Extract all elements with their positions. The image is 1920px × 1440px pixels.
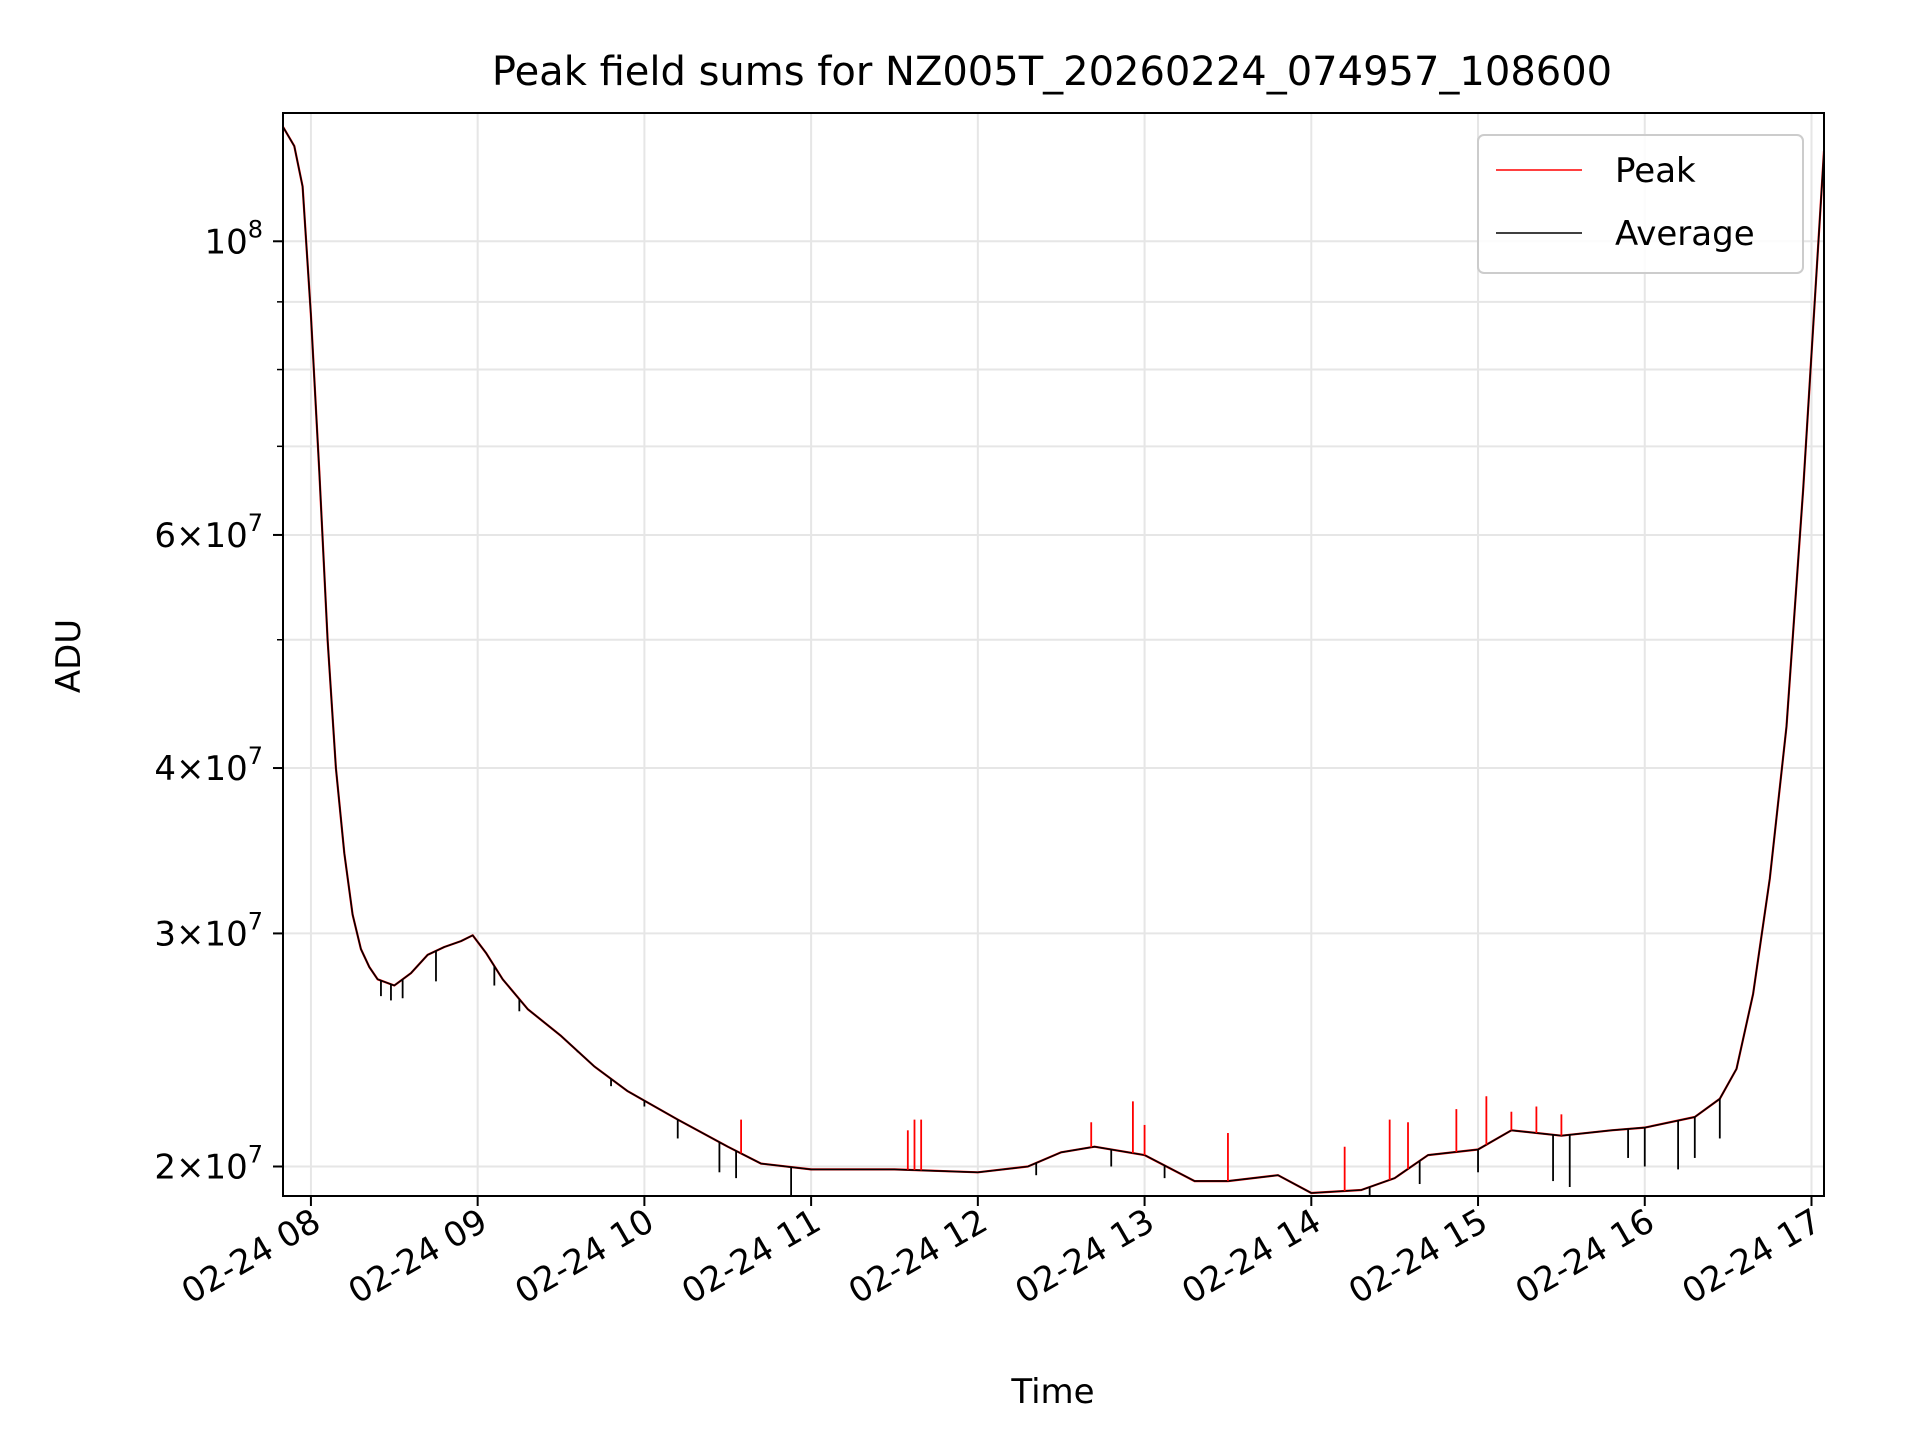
legend-average-label: Average [1615, 214, 1755, 254]
y-tick-exponent: 7 [248, 742, 263, 770]
y-tick-base: 10 [204, 749, 247, 789]
y-tick-label: 6×107 [154, 509, 263, 556]
legend: Peak Average [1477, 134, 1804, 274]
y-tick-base: 10 [204, 914, 247, 954]
plot-frame [282, 112, 1825, 1197]
series-layer [283, 126, 1824, 1196]
legend-peak-label: Peak [1615, 151, 1696, 191]
x-axis-label: Time [1010, 1372, 1094, 1412]
series-line-average [283, 126, 1824, 1194]
y-axis-label: ADU [49, 619, 89, 693]
y-tick-exponent: 7 [248, 509, 263, 537]
y-tick-exponent: 7 [248, 1141, 263, 1169]
y-tick-exponent: 8 [248, 215, 263, 243]
y-tick-mantissa: 3× [154, 914, 204, 954]
chart-title: Peak field sums for NZ005T_20260224_0749… [492, 49, 1612, 95]
y-tick-mantissa: 2× [154, 1148, 204, 1188]
y-tick-label: 4×107 [154, 742, 263, 789]
y-tick-label: 2×107 [154, 1141, 263, 1188]
y-tick-label: 108 [204, 215, 263, 262]
y-tick-mantissa: 6× [154, 516, 204, 556]
y-tick-base: 10 [204, 516, 247, 556]
y-tick-mantissa: 4× [154, 749, 204, 789]
y-tick-base: 10 [204, 222, 247, 262]
y-tick-exponent: 7 [248, 907, 263, 935]
y-tick-base: 10 [204, 1148, 247, 1188]
y-tick-label: 3×107 [154, 907, 263, 954]
